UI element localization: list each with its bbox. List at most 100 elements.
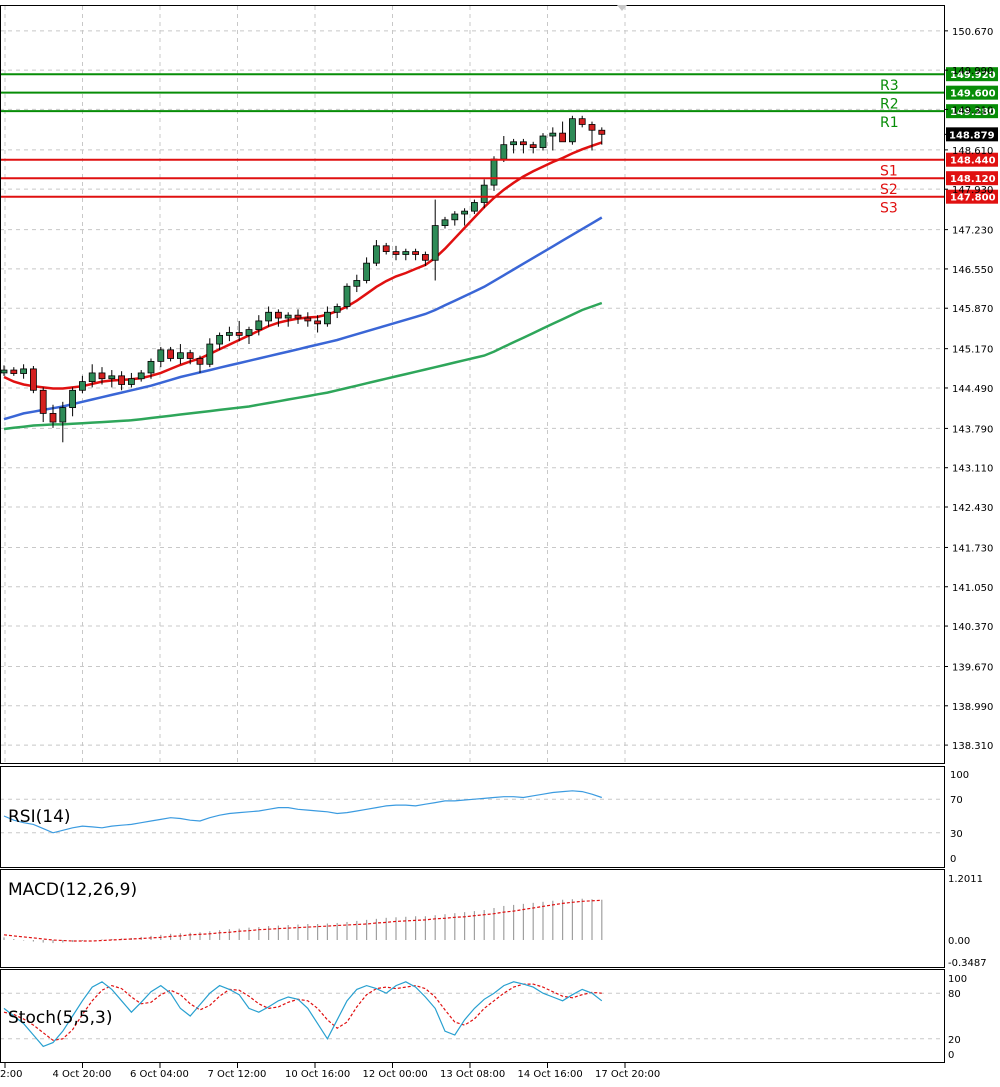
price-pane: R3 149.920 R2 149.600 R1 149.280 S1 148.440 S2 14… — [0, 5, 998, 764]
candlesticks — [0, 115, 606, 443]
candle-body — [500, 144, 508, 160]
time-tick-label: 10 Oct 16:00 — [285, 1069, 350, 1080]
candle-body — [39, 389, 47, 414]
candle-body — [245, 329, 253, 336]
candle — [127, 372, 135, 388]
candle — [186, 349, 194, 365]
candle-body — [59, 407, 67, 423]
candle — [59, 401, 67, 443]
price-pane-border — [0, 5, 945, 764]
candle-body — [529, 144, 537, 148]
candle — [39, 387, 47, 423]
candle — [353, 274, 361, 293]
rsi-pane: RSI(14) 100 70 30 0 — [0, 766, 969, 868]
level-price-box — [946, 67, 998, 82]
candle-body — [274, 311, 282, 319]
level-name-r3: R3 — [880, 78, 899, 94]
candle-body — [353, 280, 361, 287]
stochastic-tick-label: 100 — [948, 974, 967, 985]
price-tick-label: 144.490 — [952, 384, 993, 395]
level-name-s3: S3 — [880, 201, 898, 217]
price-tick-label: 141.050 — [952, 583, 993, 594]
candle — [69, 387, 76, 417]
ma-slow-line — [3, 301, 603, 431]
candle-body — [343, 285, 351, 307]
candle — [245, 326, 253, 345]
macd-title: MACD(12,26,9) — [8, 880, 137, 900]
candle — [520, 138, 527, 154]
macd-pane-border — [0, 869, 945, 968]
candle-body — [441, 219, 449, 226]
price-axis: 150.670 149.990 149.310 148.610 147.930 147.2… — [944, 27, 993, 752]
candle-body — [20, 368, 28, 374]
level-price-label: 149.280 — [950, 107, 996, 118]
candle — [284, 312, 292, 327]
price-tick-label: 148.610 — [952, 146, 993, 157]
time-tick-label: 13 Oct 08:00 — [440, 1069, 505, 1080]
ma-fast-line — [3, 141, 603, 390]
candle — [333, 303, 341, 319]
candle-body — [0, 369, 8, 374]
time-tick-label: 17 Oct 20:00 — [595, 1069, 660, 1080]
candle-body — [176, 352, 184, 359]
level-price-label: 147.800 — [950, 193, 996, 204]
candle — [539, 133, 547, 151]
candle-body — [225, 332, 233, 336]
stochastic-tick-label: 0 — [948, 1050, 954, 1061]
rsi-title: RSI(14) — [8, 807, 71, 827]
level-name-s2: S2 — [880, 182, 898, 198]
candle-body — [294, 314, 302, 319]
candle — [88, 364, 96, 388]
candle — [294, 309, 302, 324]
candle — [10, 367, 18, 376]
candle — [392, 245, 400, 261]
stochastic-signal-line — [3, 983, 602, 1041]
ma-mid-line — [3, 216, 603, 421]
candle — [451, 211, 459, 226]
candle — [510, 138, 518, 154]
candle-body — [167, 349, 175, 359]
candle-body — [265, 311, 273, 322]
candle-body — [79, 381, 86, 391]
candle — [147, 358, 155, 379]
stochastic-title: Stoch(5,5,3) — [8, 1008, 113, 1028]
candle-body — [402, 251, 410, 255]
price-tick-label: 140.370 — [952, 622, 993, 633]
candle-body — [588, 124, 596, 131]
candle-body — [461, 210, 469, 215]
price-tick-label: 149.990 — [952, 66, 993, 77]
candle — [79, 375, 86, 394]
candle-body — [49, 412, 57, 423]
stochastic-pane-border — [0, 969, 945, 1063]
candle — [167, 346, 175, 362]
stochastic-pane: Stoch(5,5,3) 100 80 20 0 — [0, 969, 967, 1063]
rsi-tick-label: 70 — [950, 795, 963, 806]
level-price-label: 148.440 — [950, 156, 996, 167]
candle-body — [363, 262, 371, 281]
time-tick-label: 14 Oct 16:00 — [518, 1069, 583, 1080]
candle-body — [578, 118, 586, 125]
rsi-axis: 100 70 30 0 — [950, 770, 969, 865]
candle-body — [118, 375, 125, 385]
candle — [578, 115, 586, 128]
candle — [549, 127, 557, 151]
level-price-box — [946, 85, 998, 100]
candle — [157, 346, 165, 368]
price-tick-label: 143.110 — [952, 464, 993, 475]
candle — [412, 248, 420, 261]
candle-body — [520, 141, 527, 146]
candle-body — [539, 135, 547, 148]
stochastic-axis: 100 80 20 0 — [948, 974, 967, 1061]
support-resistance-levels: R3 149.920 R2 149.600 R1 149.280 S1 148.440 S2 14… — [0, 67, 998, 217]
candle — [372, 240, 380, 267]
candle — [480, 179, 488, 209]
level-price-box — [946, 104, 998, 119]
rsi-tick-label: 100 — [950, 770, 969, 781]
moving-average-lines — [3, 141, 603, 431]
price-tick-label: 141.730 — [952, 543, 993, 554]
candle — [20, 364, 28, 379]
candle-body — [490, 158, 498, 186]
candle — [225, 326, 233, 342]
current-price-label: 148.879 — [949, 130, 995, 141]
stochastic-tick-label: 20 — [948, 1035, 961, 1046]
